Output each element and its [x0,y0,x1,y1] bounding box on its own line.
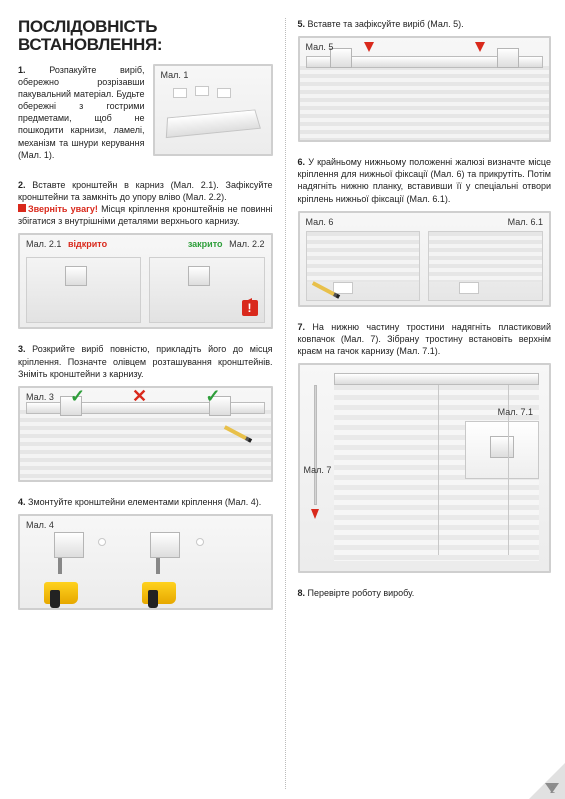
step-2-text: 2. Вставте кронштейн в карниз (Мал. 2.1)… [18,179,273,228]
step-3-body: Розкрийте виріб повністю, прикладіть йог… [18,344,273,378]
figure-71-label: Мал. 7.1 [498,407,533,417]
step-7-num: 7. [298,322,306,332]
step-2-num: 2. [18,180,26,190]
figure-4: Мал. 4 [18,514,273,610]
page-number: 2 [550,785,555,795]
step-8-num: 8. [298,588,306,598]
step-7-text: 7. На нижню частину тростини надягніть п… [298,321,552,357]
drill-icon-2 [142,568,186,604]
insert-arrow-1 [364,42,374,52]
small-part-3 [217,88,231,98]
figure-61-label: Мал. 6.1 [508,217,543,227]
right-column: 5. Вставте та зафіксуйте виріб (Мал. 5).… [285,18,552,789]
figure-1-label: Мал. 1 [161,70,189,80]
step-8-text: 8. Перевірте роботу виробу. [298,587,552,599]
step-1-num: 1. [18,65,26,75]
insert-arrow-2 [475,42,485,52]
step-6-num: 6. [298,157,306,167]
page-root: ПОСЛІДОВНІСТЬ ВСТАНОВЛЕННЯ: 1. Розпакуйт… [0,0,565,799]
warning-icon [18,204,26,212]
step-1-body: Розпакуйте виріб, обережно розрізавши па… [18,65,145,160]
figure-6: Мал. 6 Мал. 6.1 [298,211,552,307]
hook-detail [490,436,514,458]
left-column: ПОСЛІДОВНІСТЬ ВСТАНОВЛЕННЯ: 1. Розпакуйт… [18,18,285,789]
page-title: ПОСЛІДОВНІСТЬ ВСТАНОВЛЕННЯ: [18,18,273,54]
fastener-1 [98,538,106,546]
step-4-text: 4. Змонтуйте кронштейни елементами кріпл… [18,496,273,508]
bracket-open-view [26,257,141,323]
figure-5-label: Мал. 5 [306,42,334,52]
figure-22-label: Мал. 2.2 [229,239,264,249]
check-mark-icon-2: ✓ [205,386,220,407]
x-mark-icon: ✕ [132,386,147,407]
step-7-body: На нижню частину тростини надягніть плас… [298,322,552,356]
bracket-closed [188,266,210,286]
step-3-num: 3. [18,344,26,354]
figure-7: Мал. 7 Мал. 7.1 [298,363,552,573]
step-1-text: 1. Розпакуйте виріб, обережно розрізавши… [18,64,145,161]
step-8-body: Перевірте роботу виробу. [308,588,415,598]
small-part-2 [195,86,209,96]
wand-cap-icon [311,509,319,519]
slats-pattern [20,410,271,480]
step-3-text: 3. Розкрийте виріб повністю, прикладіть … [18,343,273,379]
alert-icon: ! [242,300,258,316]
warning-label: Зверніть увагу! [28,204,98,214]
bracket-closed-view: ! [149,257,264,323]
slats-5 [300,66,550,140]
figure-5: Мал. 5 [298,36,552,142]
tilt-wand [314,385,317,505]
closed-label: закрито [188,239,223,249]
step-5-num: 5. [298,19,306,29]
step-1: 1. Розпакуйте виріб, обережно розрізавши… [18,64,273,167]
bracket-open [65,266,87,286]
step-4-num: 4. [18,497,26,507]
figure-3: Мал. 3 ✕ ✓ ✓ [18,386,273,482]
rail-7 [334,373,540,385]
figure-2: Мал. 2.1 відкрито закрито Мал. 2.2 ! [18,233,273,329]
bracket-mount-2 [150,532,180,558]
figure-6-label: Мал. 6 [306,217,334,227]
step-5-text: 5. Вставте та зафіксуйте виріб (Мал. 5). [298,18,552,30]
fastener-2 [196,538,204,546]
headrail-illustration [165,109,260,138]
figure-21-label: Мал. 2.1 [26,239,61,249]
check-mark-icon-1: ✓ [70,386,85,407]
step-6-body: У крайньому нижньому положенні жалюзі ви… [298,157,552,203]
small-part-1 [173,88,187,98]
figure-4-label: Мал. 4 [26,520,54,530]
figure-71-inset [465,421,539,479]
open-label: відкрито [68,239,107,249]
figure-1: Мал. 1 [153,64,273,156]
step-5-body: Вставте та зафіксуйте виріб (Мал. 5). [308,19,464,29]
figure-7-label: Мал. 7 [304,465,332,475]
cord-2 [438,385,439,555]
bracket-5b [497,48,519,68]
fig6-right [428,231,543,301]
fig6-left [306,231,421,301]
drill-icon-1 [44,568,88,604]
bracket-mount-1 [54,532,84,558]
step-2-body: Вставте кронштейн в карниз (Мал. 2.1). З… [18,180,273,202]
step-4-body: Змонтуйте кронштейни елементами кріпленн… [28,497,261,507]
step-6-text: 6. У крайньому нижньому положенні жалюзі… [298,156,552,205]
bottom-clip [459,282,479,294]
figure-3-label: Мал. 3 [26,392,54,402]
